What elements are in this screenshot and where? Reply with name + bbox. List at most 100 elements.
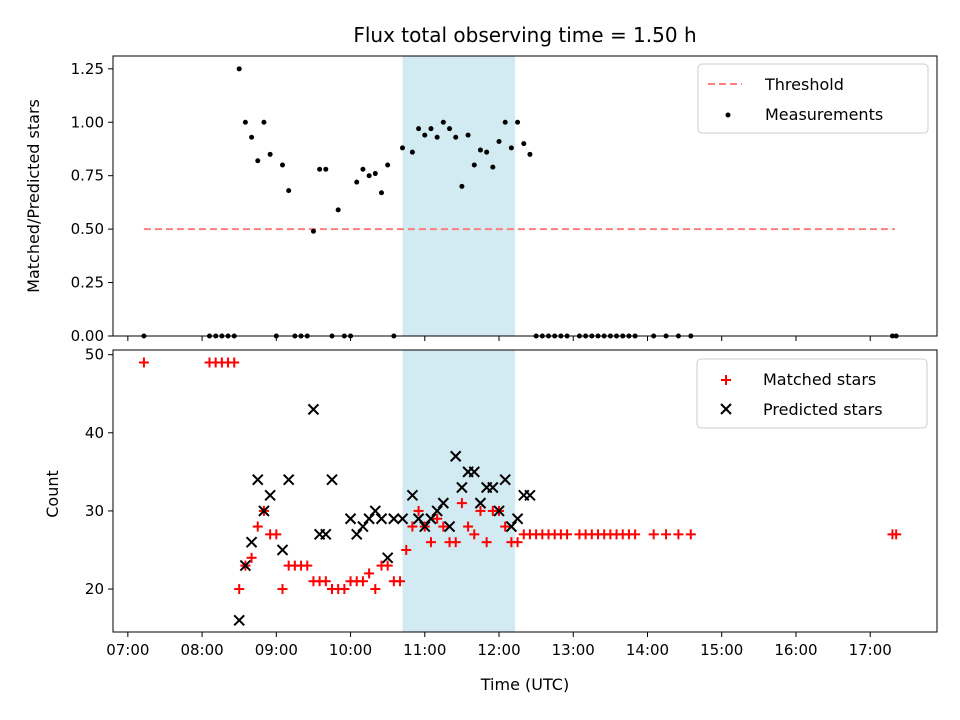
measurement-point <box>465 132 471 138</box>
predicted-star-point <box>239 559 252 572</box>
measurement-point <box>236 66 242 72</box>
y-tick-label: 30 <box>85 502 104 520</box>
predicted-star-point <box>474 497 487 509</box>
legend-measurements-label: Measurements <box>765 105 883 124</box>
predicted-star-point <box>245 536 258 548</box>
predicted-star-point <box>369 505 382 517</box>
matched-star-point <box>432 513 443 524</box>
matched-stars-series <box>138 357 902 595</box>
predicted-star-point <box>487 481 499 494</box>
matched-star-point <box>252 521 263 532</box>
y-tick-label: 1.00 <box>71 113 104 131</box>
matched-star-point <box>481 537 492 548</box>
measurement-point <box>286 188 292 194</box>
predicted-star-point <box>511 513 524 525</box>
bottom-y-axis-label: Count <box>43 470 62 518</box>
measurement-point <box>261 119 267 125</box>
measurement-point <box>255 158 261 164</box>
top-y-axis: 0.00 0.25 0.50 0.75 1.00 1.25 <box>71 60 113 345</box>
matched-star-point <box>673 529 684 540</box>
top-panel: Flux total observing time = 1.50 h 0.000… <box>24 23 938 345</box>
predicted-star-point <box>437 497 450 509</box>
matched-star-point <box>456 498 467 509</box>
x-tick-label: 15:00 <box>700 641 743 659</box>
top-highlight-span <box>402 56 516 336</box>
predicted-star-point <box>344 513 357 525</box>
matched-star-point <box>370 584 381 595</box>
matched-star-point <box>234 584 245 595</box>
predicted-star-point <box>505 520 518 533</box>
predicted-star-point <box>493 505 505 517</box>
x-tick-label: 13:00 <box>552 641 595 659</box>
top-x-ticks <box>127 336 871 341</box>
measurement-point <box>459 183 465 189</box>
matched-star-point <box>229 357 240 368</box>
matched-star-point <box>382 560 393 571</box>
matched-star-point <box>661 529 672 540</box>
y-tick-label: 40 <box>85 424 104 442</box>
predicted-star-point <box>282 473 295 486</box>
top-y-axis-label: Matched/Predicted stars <box>24 99 43 293</box>
measurement-point <box>447 126 453 132</box>
measurement-point <box>502 119 508 125</box>
measurement-point <box>335 207 341 213</box>
legend-matched-swatch <box>721 375 731 385</box>
y-tick-label: 0.50 <box>71 220 104 238</box>
measurement-point <box>242 119 248 125</box>
x-tick-label: 14:00 <box>626 641 669 659</box>
measurement-point <box>400 145 406 151</box>
predicted-star-point <box>499 473 511 486</box>
matched-star-point <box>438 521 449 532</box>
x-tick-label: 10:00 <box>329 641 372 659</box>
matched-star-point <box>339 584 350 595</box>
matched-star-point <box>138 357 149 368</box>
measurement-point <box>416 126 422 132</box>
measurement-point <box>323 166 329 172</box>
matched-star-point <box>246 552 257 563</box>
predicted-star-point <box>252 473 264 486</box>
legend-predicted-swatch <box>720 403 732 415</box>
predicted-star-point <box>406 489 419 502</box>
matched-star-point <box>302 560 313 571</box>
y-tick-label: 0.00 <box>71 327 104 345</box>
measurement-point <box>490 164 496 170</box>
legend-measurements-swatch <box>725 112 731 118</box>
matched-star-point <box>357 576 368 587</box>
matched-star-point <box>407 521 418 532</box>
predicted-star-point <box>456 481 468 494</box>
predicted-star-point <box>320 528 332 541</box>
predicted-star-point <box>425 513 437 525</box>
measurement-point <box>521 141 527 147</box>
measurement-point <box>471 162 477 168</box>
predicted-star-point <box>388 513 400 525</box>
measurement-point <box>310 228 316 234</box>
measurement-point <box>249 134 255 140</box>
measurement-point <box>354 179 360 185</box>
top-legend-box <box>697 63 929 134</box>
bottom-panel: 20 30 40 50 07:00 08:00 09:00 10:00 11:00 12:00 1… <box>43 346 938 694</box>
predicted-star-point <box>326 473 338 486</box>
predicted-star-point <box>276 544 289 556</box>
bottom-y-axis: 20 30 40 50 <box>85 346 113 598</box>
measurement-point <box>484 149 490 155</box>
measurement-point <box>434 134 440 140</box>
predicted-star-point <box>396 513 409 525</box>
legend-matched-label: Matched stars <box>763 370 876 389</box>
matched-star-point <box>271 529 282 540</box>
x-tick-label: 09:00 <box>255 641 298 659</box>
matched-star-point <box>425 537 436 548</box>
predicted-star-point <box>375 513 388 525</box>
matched-star-point <box>364 568 375 579</box>
x-tick-label: 17:00 <box>849 641 892 659</box>
predicted-star-point <box>412 513 425 525</box>
predicted-star-point <box>258 505 270 517</box>
bottom-x-axis: 07:00 08:00 09:00 10:00 11:00 12:00 13:00 14:00… <box>106 632 892 659</box>
matched-star-point <box>891 529 902 540</box>
bottom-legend-box <box>696 358 928 429</box>
x-tick-label: 12:00 <box>477 641 520 659</box>
measurement-point <box>378 190 384 196</box>
x-tick-label: 08:00 <box>180 641 223 659</box>
measurement-point <box>527 151 533 157</box>
x-tick-label: 07:00 <box>106 641 149 659</box>
predicted-star-point <box>450 450 462 462</box>
